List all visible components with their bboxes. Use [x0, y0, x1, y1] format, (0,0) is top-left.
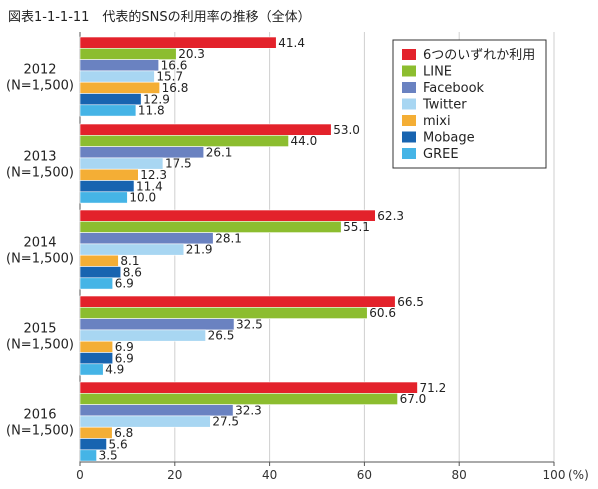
- legend-swatch: [402, 115, 416, 126]
- bar: [79, 104, 137, 117]
- bar-value-label: 20.3: [178, 47, 205, 61]
- bar: [79, 209, 376, 222]
- bar-value-label: 21.9: [186, 243, 213, 257]
- chart-title: 図表1-1-1-11 代表的SNSの利用率の推移（全体）: [8, 10, 311, 25]
- bar-value-label: 60.6: [369, 306, 396, 320]
- bar: [79, 243, 185, 256]
- category-year-label: 2015: [23, 322, 56, 337]
- category-n-label: (N=1,500): [6, 338, 74, 353]
- legend-swatch: [402, 148, 416, 159]
- legend-label: Facebook: [423, 81, 485, 96]
- bar-value-label: 41.4: [278, 36, 305, 50]
- bar-value-label: 15.7: [156, 70, 183, 84]
- bar-value-label: 3.5: [99, 449, 118, 463]
- bar-value-label: 26.1: [206, 145, 233, 159]
- bar: [79, 363, 104, 376]
- bar-value-label: 8.1: [120, 254, 139, 268]
- bar-value-label: 5.6: [109, 437, 128, 451]
- bar-value-label: 67.0: [400, 392, 427, 406]
- category-year-label: 2014: [23, 236, 56, 251]
- bar-value-label: 26.5: [208, 329, 235, 343]
- bar-value-label: 11.8: [138, 104, 165, 118]
- x-unit-label: (%): [568, 468, 589, 482]
- legend-label: Mobage: [423, 131, 475, 146]
- bar-value-label: 53.0: [333, 123, 360, 137]
- category-year-label: 2016: [23, 408, 56, 423]
- bar: [79, 381, 418, 394]
- legend-swatch: [402, 82, 416, 93]
- bar: [79, 59, 159, 72]
- bar-value-label: 28.1: [215, 231, 242, 245]
- legend-swatch: [402, 98, 416, 110]
- bar-value-label: 55.1: [343, 220, 370, 234]
- bar: [79, 295, 396, 308]
- bar: [79, 221, 342, 233]
- bar-value-label: 62.3: [377, 209, 404, 223]
- legend-swatch: [402, 65, 416, 77]
- bar-value-label: 27.5: [212, 415, 239, 429]
- bar: [79, 93, 142, 106]
- bar-value-label: 10.0: [129, 191, 156, 205]
- category-n-label: (N=1,500): [6, 79, 74, 94]
- bar-value-label: 6.9: [115, 351, 134, 365]
- legend-swatch: [402, 131, 416, 143]
- bar: [79, 70, 155, 83]
- bar-value-label: 8.6: [123, 265, 142, 279]
- bar: [79, 135, 289, 147]
- legend-box: [392, 39, 547, 169]
- x-tick-label: 60: [357, 468, 372, 482]
- bar-value-label: 16.6: [161, 58, 188, 72]
- legend-swatch: [402, 49, 416, 60]
- bar: [79, 404, 234, 417]
- bar: [79, 329, 206, 342]
- bar: [79, 180, 135, 193]
- category-n-label: (N=1,500): [6, 252, 74, 267]
- bar-value-label: 12.3: [140, 168, 167, 182]
- bar: [79, 340, 114, 353]
- bar-value-label: 66.5: [397, 295, 424, 309]
- bar: [79, 426, 113, 439]
- bar-value-label: 32.3: [235, 403, 262, 417]
- legend-label: 6つのいずれか利用: [423, 48, 535, 63]
- bar-value-label: 6.8: [114, 426, 133, 440]
- legend-label: LINE: [423, 65, 452, 80]
- legend-label: mixi: [423, 114, 451, 129]
- bar-value-label: 44.0: [291, 134, 318, 148]
- bar-value-label: 4.9: [105, 363, 124, 377]
- bar-value-label: 16.8: [162, 81, 189, 95]
- bar-value-label: 12.9: [143, 92, 170, 106]
- bar: [79, 168, 139, 181]
- category-year-label: 2013: [23, 150, 56, 165]
- bar: [79, 392, 398, 405]
- x-tick-label: 20: [167, 468, 182, 482]
- bar-value-label: 6.9: [115, 340, 134, 354]
- x-tick-label: 100: [543, 468, 566, 482]
- bar: [79, 449, 97, 462]
- bar: [79, 415, 211, 428]
- category-n-label: (N=1,500): [6, 424, 74, 439]
- bar: [79, 36, 277, 49]
- bar-value-label: 17.5: [165, 157, 192, 171]
- bar-value-label: 71.2: [419, 381, 446, 395]
- bar: [79, 191, 128, 204]
- bar: [79, 277, 114, 290]
- legend-label: GREE: [423, 147, 459, 162]
- bar-value-label: 32.5: [236, 317, 263, 331]
- bar: [79, 306, 368, 319]
- x-tick-label: 80: [452, 468, 467, 482]
- x-tick-label: 40: [262, 468, 277, 482]
- bar-value-label: 11.4: [136, 179, 163, 193]
- bar-value-label: 6.9: [115, 277, 134, 291]
- category-n-label: (N=1,500): [6, 166, 74, 181]
- legend-label: Twitter: [422, 98, 467, 113]
- x-tick-label: 0: [76, 468, 84, 482]
- bar: [79, 254, 119, 267]
- category-year-label: 2012: [23, 63, 56, 78]
